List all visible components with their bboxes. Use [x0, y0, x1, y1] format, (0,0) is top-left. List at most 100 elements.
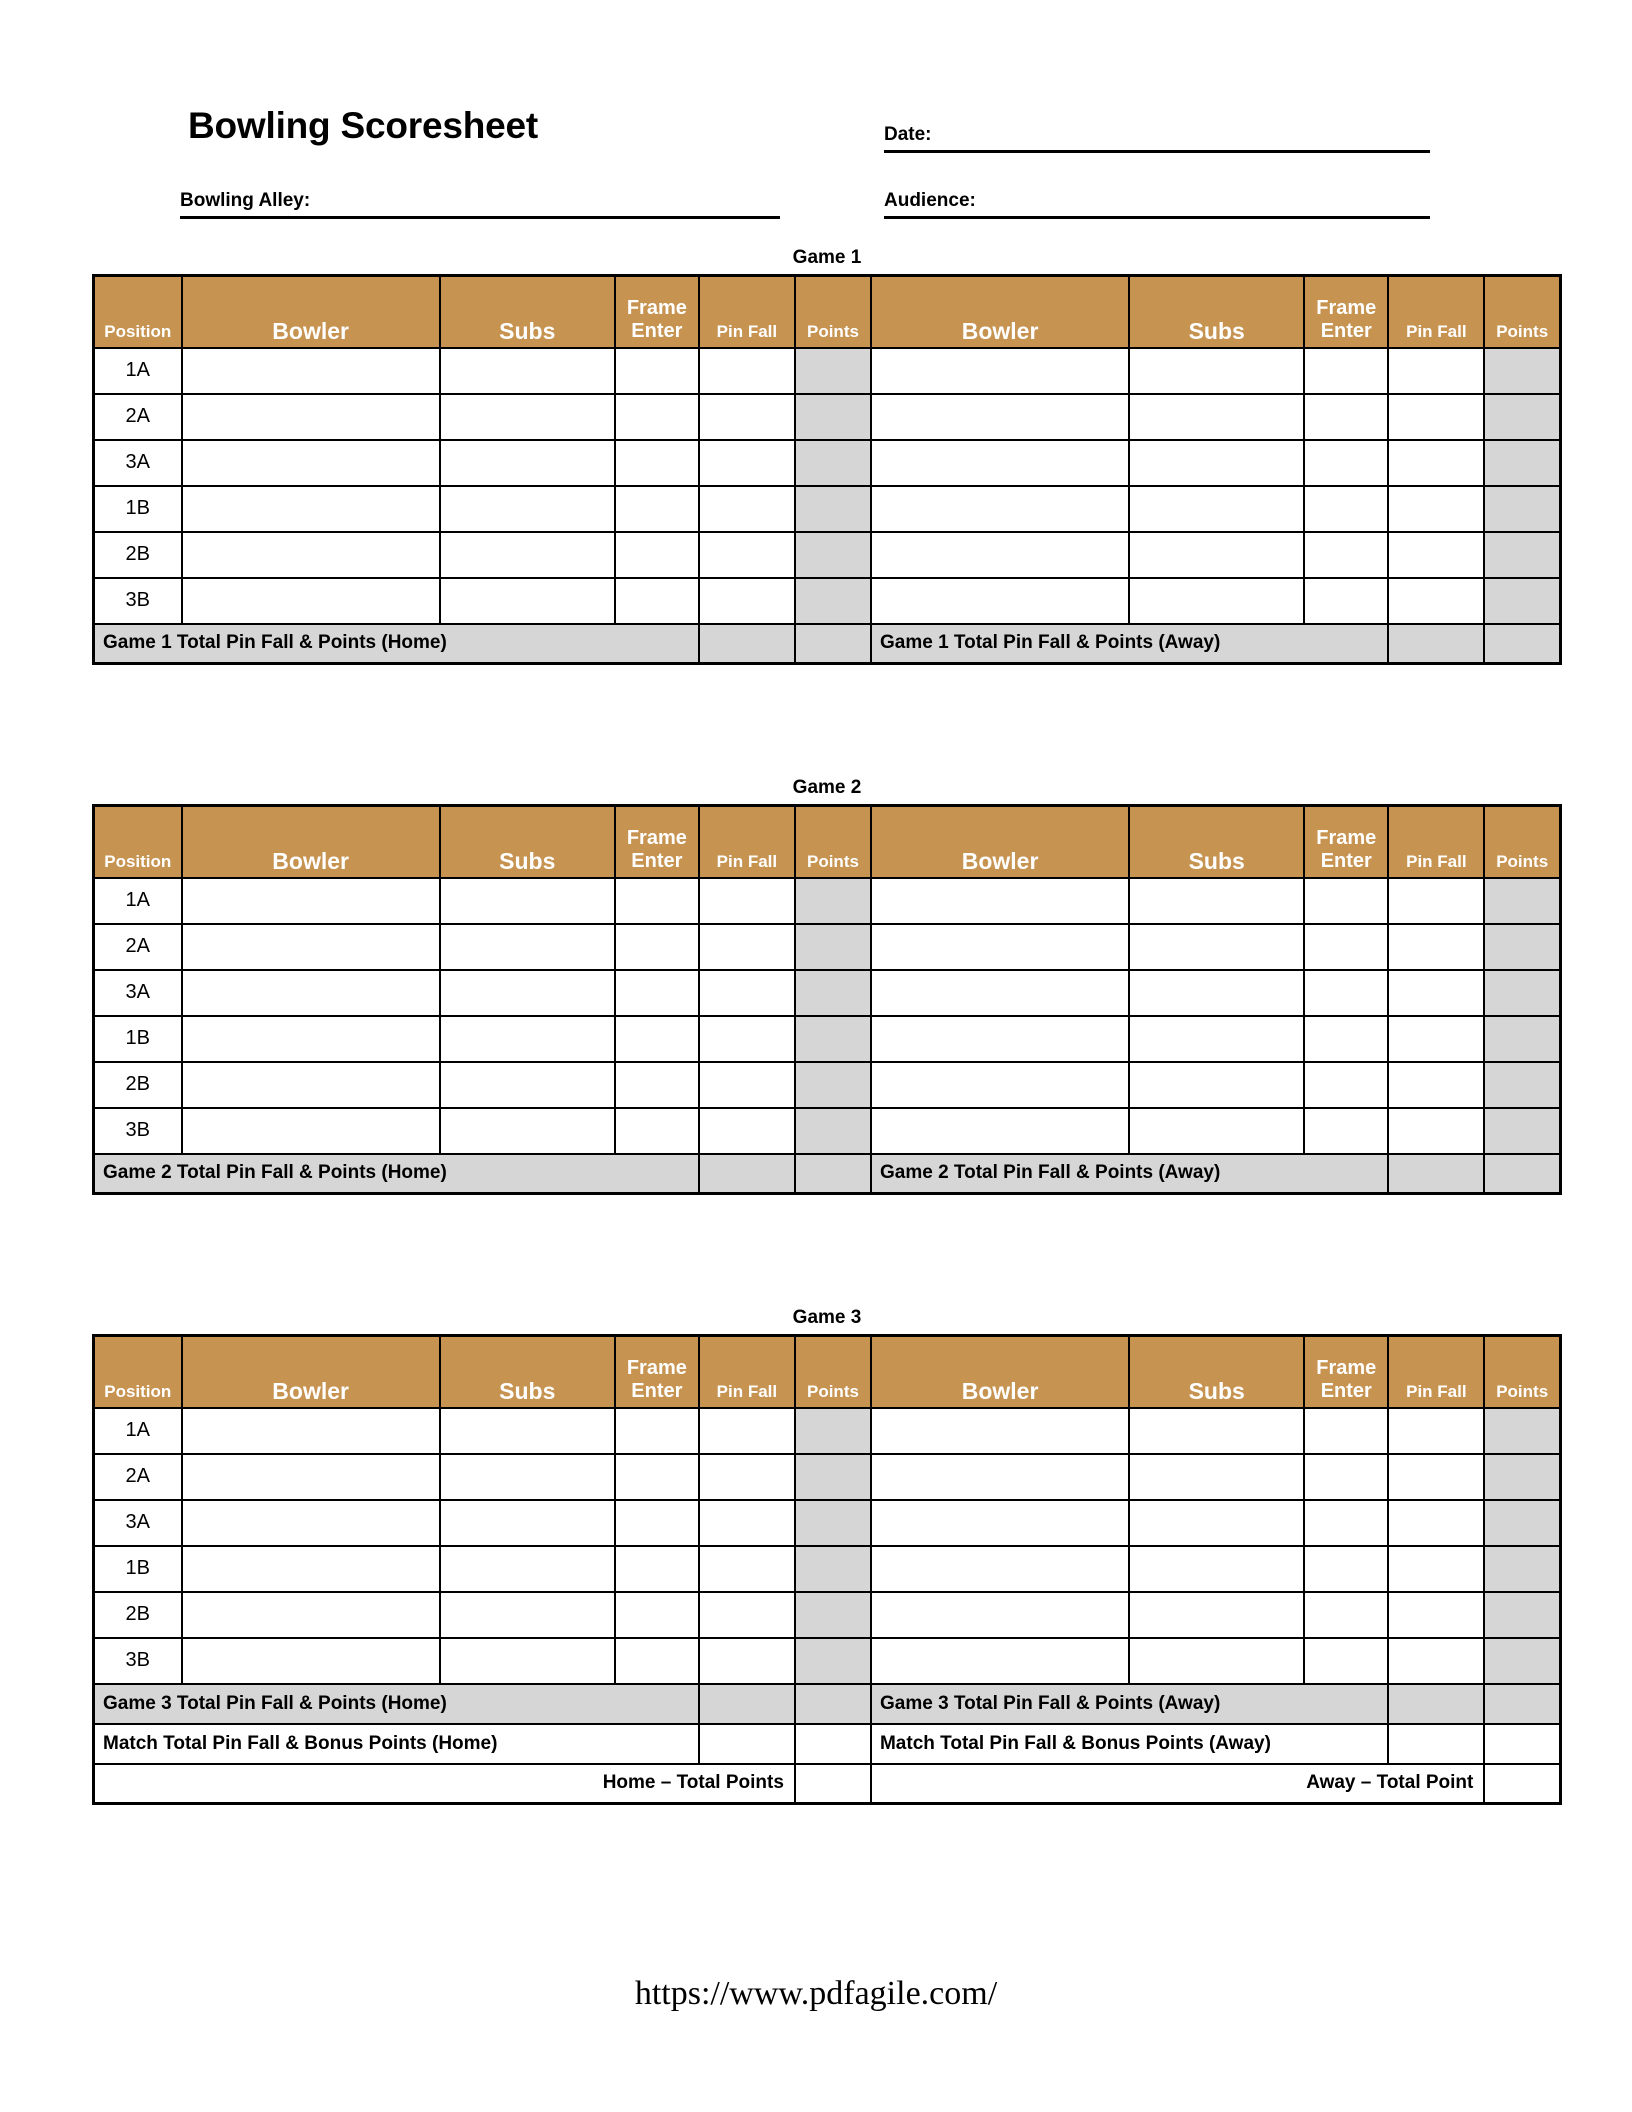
pin-fall-input-away[interactable] — [1387, 1452, 1486, 1501]
frame-enter-input-home[interactable] — [613, 922, 700, 971]
subs-input-home[interactable] — [438, 1060, 616, 1109]
points-input-away[interactable] — [1483, 1060, 1562, 1109]
frame-enter-input-home[interactable] — [613, 530, 700, 579]
pin-fall-input-away[interactable] — [1387, 1498, 1486, 1547]
match-total-points-away[interactable] — [1483, 1722, 1562, 1765]
subs-input-away[interactable] — [1128, 1452, 1306, 1501]
bowler-input-home[interactable] — [180, 438, 441, 487]
frame-enter-input-away[interactable] — [1303, 1060, 1390, 1109]
frame-enter-input-away[interactable] — [1303, 392, 1390, 441]
frame-enter-input-home[interactable] — [613, 346, 700, 395]
points-input-home[interactable] — [793, 1544, 872, 1593]
frame-enter-input-away[interactable] — [1303, 484, 1390, 533]
subs-input-away[interactable] — [1128, 438, 1306, 487]
points-input-home[interactable] — [793, 530, 872, 579]
bowler-input-home[interactable] — [180, 968, 441, 1017]
bowler-input-away[interactable] — [869, 876, 1131, 925]
frame-enter-input-away[interactable] — [1303, 530, 1390, 579]
bowler-input-home[interactable] — [180, 1106, 441, 1155]
points-input-away[interactable] — [1483, 1544, 1562, 1593]
bowler-input-away[interactable] — [869, 1014, 1131, 1063]
bowler-input-home[interactable] — [180, 1590, 441, 1639]
pin-fall-input-away[interactable] — [1387, 1060, 1486, 1109]
points-input-away[interactable] — [1483, 1014, 1562, 1063]
pin-fall-input-away[interactable] — [1387, 392, 1486, 441]
game-total-pin-fall-home[interactable] — [697, 622, 796, 665]
pin-fall-input-away[interactable] — [1387, 1590, 1486, 1639]
bowler-input-home[interactable] — [180, 346, 441, 395]
bowler-input-away[interactable] — [869, 968, 1131, 1017]
bowler-input-away[interactable] — [869, 1060, 1131, 1109]
frame-enter-input-home[interactable] — [613, 1060, 700, 1109]
subs-input-home[interactable] — [438, 1544, 616, 1593]
bowler-input-away[interactable] — [869, 346, 1131, 395]
frame-enter-input-home[interactable] — [613, 484, 700, 533]
bowler-input-away[interactable] — [869, 1106, 1131, 1155]
points-input-home[interactable] — [793, 922, 872, 971]
pin-fall-input-away[interactable] — [1387, 922, 1486, 971]
pin-fall-input-home[interactable] — [697, 968, 796, 1017]
frame-enter-input-away[interactable] — [1303, 1544, 1390, 1593]
bowler-input-home[interactable] — [180, 922, 441, 971]
bowler-input-home[interactable] — [180, 1544, 441, 1593]
frame-enter-input-home[interactable] — [613, 1106, 700, 1155]
pin-fall-input-home[interactable] — [697, 1060, 796, 1109]
subs-input-home[interactable] — [438, 1636, 616, 1685]
subs-input-away[interactable] — [1128, 392, 1306, 441]
pin-fall-input-home[interactable] — [697, 1014, 796, 1063]
match-total-pin-fall-away[interactable] — [1387, 1722, 1486, 1765]
subs-input-away[interactable] — [1128, 1060, 1306, 1109]
bowler-input-home[interactable] — [180, 1014, 441, 1063]
pin-fall-input-home[interactable] — [697, 1106, 796, 1155]
bowler-input-home[interactable] — [180, 1498, 441, 1547]
points-input-away[interactable] — [1483, 1452, 1562, 1501]
pin-fall-input-home[interactable] — [697, 438, 796, 487]
subs-input-away[interactable] — [1128, 484, 1306, 533]
subs-input-away[interactable] — [1128, 1406, 1306, 1455]
frame-enter-input-home[interactable] — [613, 438, 700, 487]
pin-fall-input-home[interactable] — [697, 1590, 796, 1639]
subs-input-home[interactable] — [438, 1406, 616, 1455]
points-input-home[interactable] — [793, 1590, 872, 1639]
points-input-home[interactable] — [793, 1636, 872, 1685]
subs-input-home[interactable] — [438, 1014, 616, 1063]
audience-field[interactable]: Audience: — [884, 190, 1430, 219]
pin-fall-input-away[interactable] — [1387, 346, 1486, 395]
pin-fall-input-away[interactable] — [1387, 1544, 1486, 1593]
pin-fall-input-away[interactable] — [1387, 968, 1486, 1017]
game-total-pin-fall-away[interactable] — [1387, 1152, 1486, 1195]
frame-enter-input-home[interactable] — [613, 576, 700, 625]
subs-input-home[interactable] — [438, 576, 616, 625]
bowler-input-home[interactable] — [180, 392, 441, 441]
frame-enter-input-away[interactable] — [1303, 1590, 1390, 1639]
pin-fall-input-away[interactable] — [1387, 1106, 1486, 1155]
pin-fall-input-away[interactable] — [1387, 438, 1486, 487]
grand-total-points-home[interactable] — [793, 1762, 872, 1805]
grand-total-points-away[interactable] — [1483, 1762, 1562, 1805]
subs-input-away[interactable] — [1128, 876, 1306, 925]
subs-input-away[interactable] — [1128, 1014, 1306, 1063]
match-total-points-home[interactable] — [793, 1722, 872, 1765]
pin-fall-input-home[interactable] — [697, 484, 796, 533]
frame-enter-input-home[interactable] — [613, 1544, 700, 1593]
pin-fall-input-away[interactable] — [1387, 576, 1486, 625]
pin-fall-input-home[interactable] — [697, 346, 796, 395]
bowler-input-home[interactable] — [180, 1452, 441, 1501]
points-input-away[interactable] — [1483, 484, 1562, 533]
subs-input-away[interactable] — [1128, 346, 1306, 395]
bowler-input-away[interactable] — [869, 1590, 1131, 1639]
game-total-pin-fall-away[interactable] — [1387, 622, 1486, 665]
bowler-input-home[interactable] — [180, 1060, 441, 1109]
frame-enter-input-home[interactable] — [613, 968, 700, 1017]
date-value[interactable] — [932, 145, 1430, 150]
pin-fall-input-home[interactable] — [697, 876, 796, 925]
points-input-home[interactable] — [793, 1498, 872, 1547]
game-total-points-home[interactable] — [793, 1682, 872, 1725]
pin-fall-input-home[interactable] — [697, 922, 796, 971]
bowler-input-away[interactable] — [869, 392, 1131, 441]
pin-fall-input-away[interactable] — [1387, 1406, 1486, 1455]
frame-enter-input-home[interactable] — [613, 1590, 700, 1639]
points-input-home[interactable] — [793, 1106, 872, 1155]
audience-value[interactable] — [976, 211, 1430, 216]
frame-enter-input-away[interactable] — [1303, 438, 1390, 487]
